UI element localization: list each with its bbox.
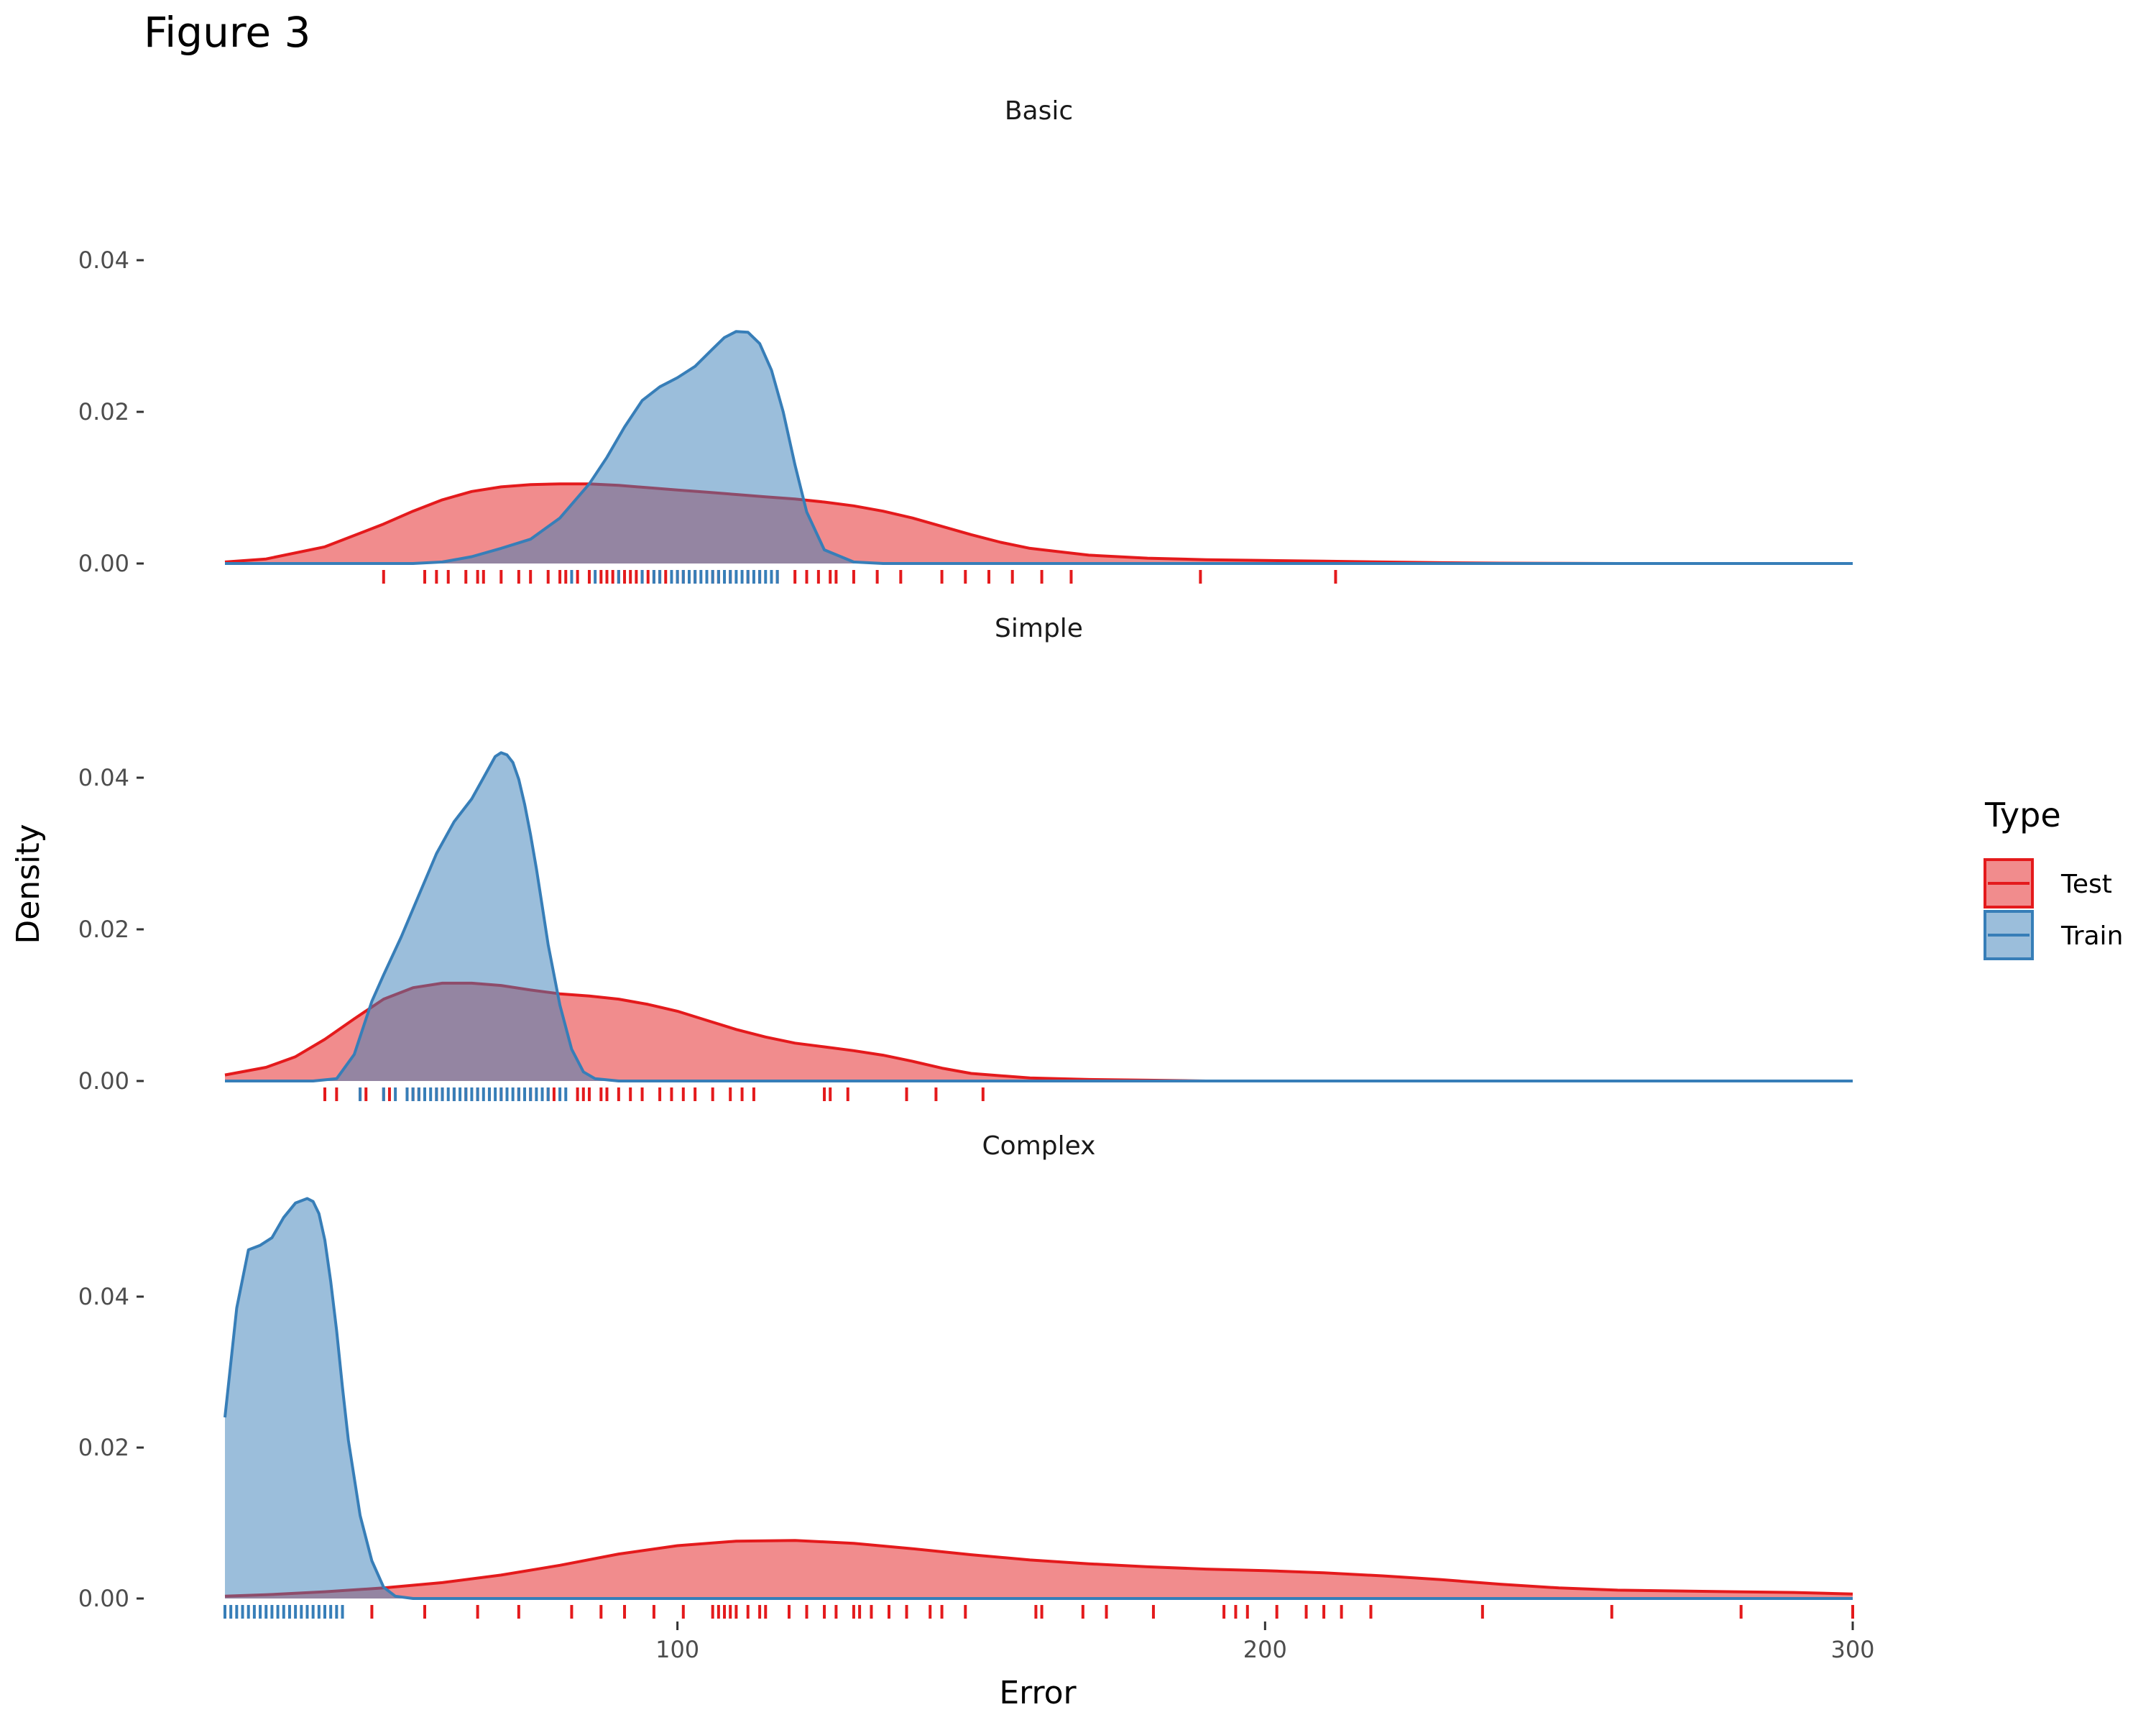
legend-label: Test bbox=[2060, 870, 2112, 899]
y-tick-label: 0.00 bbox=[78, 1067, 129, 1095]
x-tick-label: 300 bbox=[1830, 1636, 1874, 1663]
density-area-test bbox=[225, 1540, 1853, 1598]
density-area-train bbox=[225, 753, 1853, 1081]
y-tick-label: 0.04 bbox=[78, 764, 129, 791]
facet-title: Simple bbox=[995, 614, 1083, 643]
legend-title: Type bbox=[1984, 796, 2061, 834]
density-line-test bbox=[224, 482, 1853, 565]
x-tick-label: 200 bbox=[1243, 1636, 1287, 1663]
density-line-train bbox=[224, 1197, 1853, 1600]
density-area-train bbox=[225, 331, 1853, 564]
legend: Type Test Train bbox=[1984, 796, 2123, 960]
density-area-train bbox=[225, 1198, 1853, 1598]
legend-entry-test: Test bbox=[1984, 858, 2112, 908]
density-area-test bbox=[225, 983, 1853, 1081]
x-tick-label: 100 bbox=[655, 1636, 699, 1663]
y-tick-label: 0.04 bbox=[78, 1283, 129, 1310]
y-tick-label: 0.04 bbox=[78, 247, 129, 274]
legend-entry-train: Train bbox=[1984, 910, 2123, 960]
legend-entries: Test Train bbox=[1984, 858, 2123, 960]
facet-panels: Basic0.000.020.04Simple0.000.020.04Compl… bbox=[78, 96, 1875, 1663]
facet-title: Complex bbox=[982, 1131, 1096, 1161]
density-area-test bbox=[225, 484, 1853, 564]
x-axis-title: Error bbox=[999, 1675, 1077, 1711]
density-line-train bbox=[225, 330, 1853, 565]
density-line-train bbox=[225, 751, 1853, 1082]
y-tick-label: 0.00 bbox=[78, 550, 129, 577]
legend-label: Train bbox=[2060, 921, 2123, 951]
facet-panel-simple: Simple 0.00 0.02 0.04 bbox=[78, 614, 1853, 1101]
y-tick-label: 0.02 bbox=[78, 916, 129, 943]
y-tick-label: 0.00 bbox=[78, 1585, 129, 1612]
facet-title: Basic bbox=[1005, 96, 1073, 126]
y-tick-label: 0.02 bbox=[78, 1434, 129, 1461]
facet-panel-complex: Complex 0.00 0.02 0.04 bbox=[78, 1131, 1854, 1619]
density-line-test bbox=[224, 1539, 1853, 1598]
y-axis-title: Density bbox=[10, 824, 47, 944]
y-tick-label: 0.02 bbox=[78, 398, 129, 426]
facet-panel-basic: Basic 0.00 0.02 0.04 bbox=[78, 96, 1853, 584]
figure-title: Figure 3 bbox=[144, 8, 311, 57]
